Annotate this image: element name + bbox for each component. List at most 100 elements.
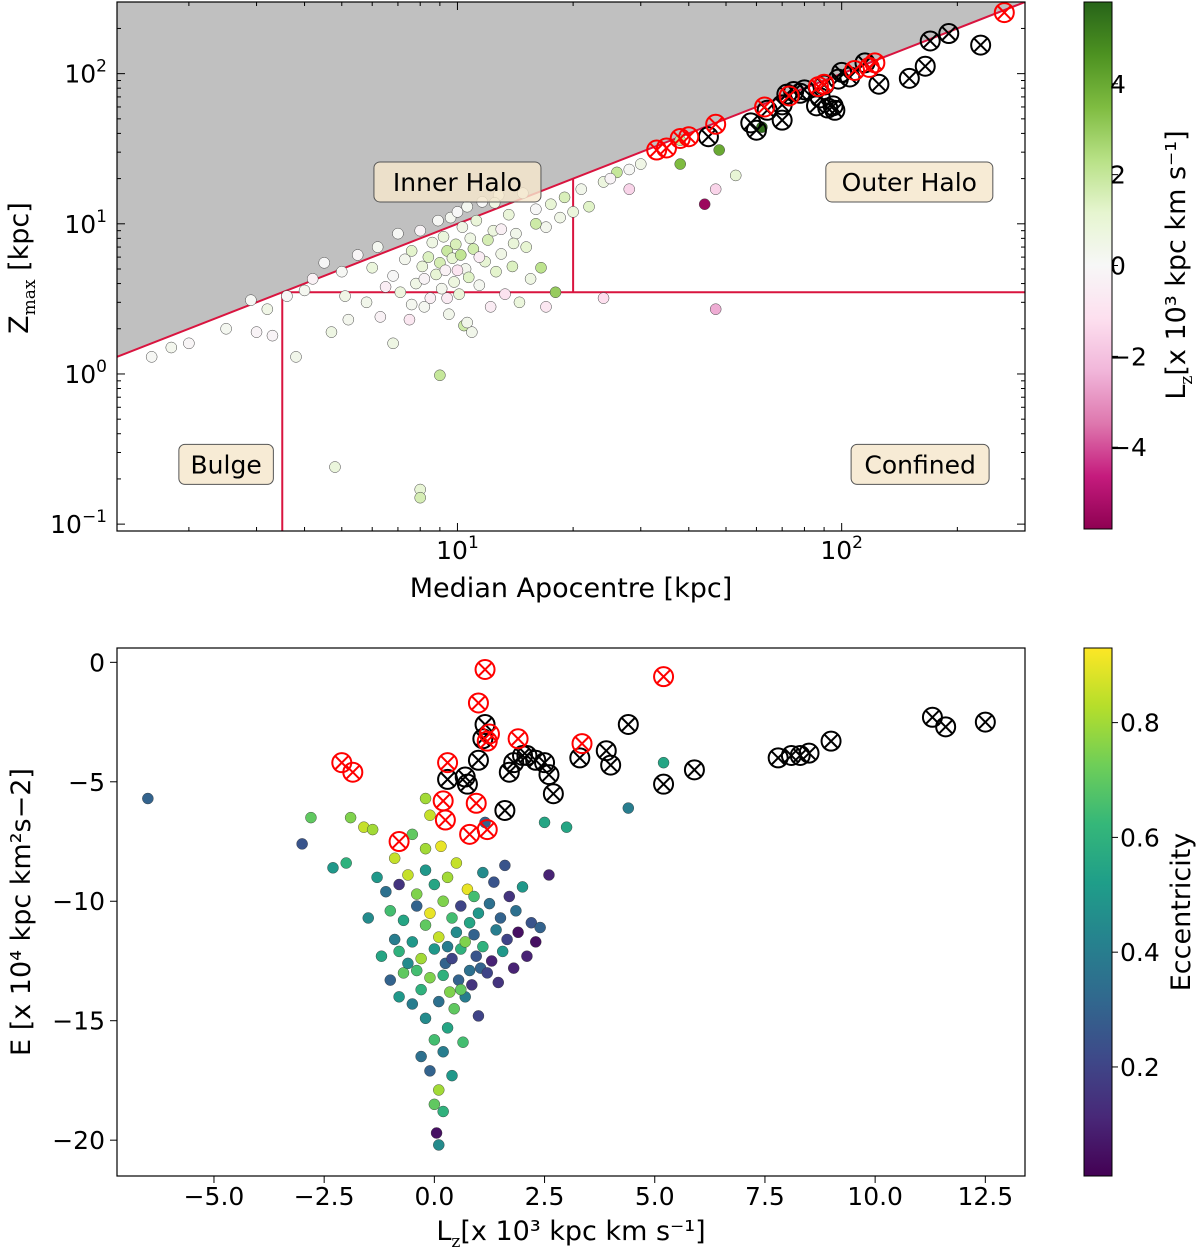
data-point [366,261,378,274]
data-point [220,323,232,335]
data-point [379,281,392,293]
data-point [437,895,449,907]
black-x-marker [617,713,639,735]
data-point [468,928,480,941]
data-point [380,885,392,898]
data-point [446,912,458,924]
data-point [387,337,399,350]
data-point [446,952,458,965]
y-tick-label-base: 10 [64,360,96,389]
data-point [540,301,552,313]
data-point [142,792,154,805]
top-plot-area [117,2,1025,531]
data-point [428,1098,441,1111]
data-point [530,936,542,948]
red-x-marker [571,733,593,755]
data-point [397,914,410,927]
data-point [538,816,551,829]
data-point [575,183,588,195]
data-point [457,1036,469,1048]
data-point [441,292,453,304]
data-point [448,276,460,288]
data-point [384,905,396,917]
data-point [709,183,722,195]
data-point [415,983,427,996]
colorbar-tick-label: 0.8 [1120,709,1160,738]
black-x-marker [467,749,489,771]
y-tick-label: −5 [68,768,105,797]
data-point [534,921,546,934]
data-point [384,974,396,986]
data-point [494,912,507,924]
data-point [503,208,515,221]
data-point [388,852,401,864]
x-tick-label: −2.5 [294,1182,355,1211]
top-y-label-sub: max [20,279,40,315]
data-point [674,158,686,170]
data-point [461,200,473,213]
data-point [298,284,311,297]
red-x-marker [437,752,459,774]
colorbar-tick-label: 0.2 [1120,1053,1160,1082]
red-x-marker [388,831,410,853]
data-point [501,933,513,946]
data-point [360,296,373,309]
red-x-marker [844,59,866,81]
data-point [453,288,465,300]
red-x-marker [465,792,487,814]
eccentricity-colorbar [1083,647,1113,1177]
data-point [339,290,351,302]
data-point [560,821,573,833]
data-point [466,326,478,338]
data-point [261,303,274,315]
black-x-marker [935,716,957,738]
data-point [411,888,423,900]
data-point [496,945,509,958]
data-point [452,974,465,986]
data-point [713,144,725,156]
data-point [362,912,374,924]
data-point [524,273,537,285]
data-point [530,203,542,216]
data-point [406,998,419,1010]
y-tick-label-base: 10 [64,60,96,89]
black-x-marker [745,119,767,141]
data-point [437,1046,449,1058]
data-point [397,967,410,979]
data-point [622,802,635,814]
x-tick-label-base: 10 [436,536,468,565]
black-x-marker [914,55,936,77]
data-point [388,933,401,946]
black-x-marker [534,752,556,774]
black-x-marker [824,99,846,121]
data-point [351,249,364,261]
y-tick-label-base: 10 [64,210,96,239]
bottom-x-axis-label: Lz[x 10³ kpc km s⁻¹] [436,1216,705,1251]
data-point [371,241,384,253]
data-point [419,792,432,805]
x-tick-label: 7.5 [745,1182,785,1211]
data-point [245,294,257,306]
data-point [525,917,538,929]
colorbar-tick-label: −4 [1110,433,1147,462]
data-point [470,950,482,962]
top-x-markers [646,2,1015,161]
y-tick-label: −20 [52,1126,105,1155]
lz-cb-label-sub: z [1177,376,1197,385]
data-point [468,890,480,903]
x-tick-label: 5.0 [635,1182,675,1211]
y-tick-label: 102 [64,57,107,89]
data-point [463,964,476,977]
y-tick-label: −15 [52,1007,105,1036]
x-tick-label: 12.5 [957,1182,1013,1211]
data-point [499,288,511,300]
top-y-label-main: Z [4,315,35,334]
data-point [402,869,414,881]
data-point [344,811,357,824]
data-point [145,351,158,363]
top-x-axis-label: Median Apocentre [kpc] [410,573,732,604]
black-x-marker [683,759,705,781]
region-label-box: Inner Halo [373,161,542,203]
x-tick-label: −5.0 [184,1182,245,1211]
